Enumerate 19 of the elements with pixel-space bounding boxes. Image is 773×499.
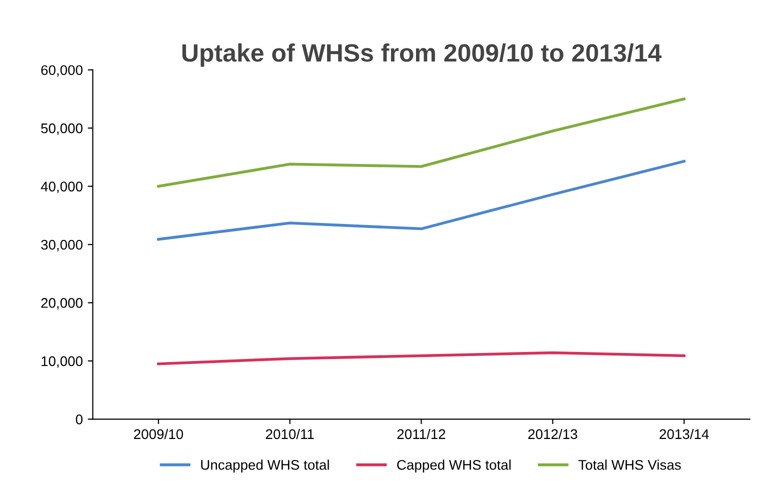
y-tick-label: 40,000 bbox=[40, 182, 82, 194]
line-series bbox=[157, 160, 686, 241]
y-tick-label: 30,000 bbox=[41, 240, 82, 252]
y-tick-label: 20,000 bbox=[41, 298, 82, 310]
y-tick-label: 50,000 bbox=[41, 123, 82, 135]
x-tick-label: 2009/10 bbox=[134, 428, 184, 440]
line-series bbox=[157, 351, 686, 366]
legend-label: Uncapped WHS total bbox=[201, 460, 329, 473]
x-tick-label: 2010/11 bbox=[266, 428, 314, 440]
x-tick-label: 2012/13 bbox=[528, 428, 578, 440]
legend-label: Capped WHS total bbox=[397, 460, 511, 473]
y-tick-label: 60,000 bbox=[41, 65, 82, 77]
y-tick-label: 0 bbox=[76, 414, 82, 424]
legend-label: Total WHS Visas bbox=[578, 460, 681, 470]
line-series bbox=[157, 98, 686, 188]
chart-title: Uptake of WHSs from 2009/10 to 2013/14 bbox=[182, 43, 662, 67]
x-tick-label: 2013/14 bbox=[660, 428, 709, 440]
y-tick-label: 10,000 bbox=[42, 356, 82, 368]
x-tick-label: 2011/12 bbox=[397, 428, 446, 440]
